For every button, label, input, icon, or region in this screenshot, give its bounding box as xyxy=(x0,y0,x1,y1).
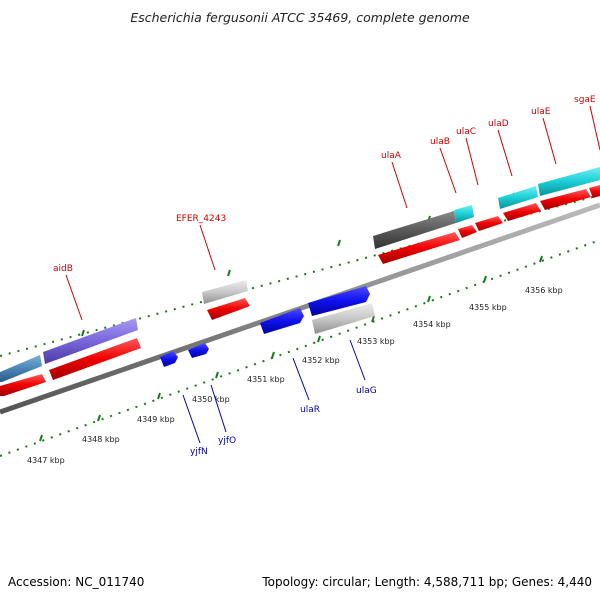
scale-label: 4355 kbp xyxy=(469,303,507,312)
gene-arrow[interactable] xyxy=(207,298,250,320)
reverse-genes xyxy=(160,286,375,367)
gene-arrow[interactable] xyxy=(188,343,209,358)
reverse-gene-labels: yjfN yjfO ulaR ulaG xyxy=(190,386,377,457)
gene-label-ulaC: ulaC xyxy=(456,127,476,137)
gene-label-ulaB: ulaB xyxy=(430,137,450,147)
forward-gene-labels: aidB EFER_4243 ulaA ulaB ulaC ulaD ulaE … xyxy=(53,95,596,274)
scale-label: 4354 kbp xyxy=(413,320,451,329)
gene-label-ulaR: ulaR xyxy=(300,405,320,415)
scale-label: 4353 kbp xyxy=(357,337,395,346)
gene-label-yjfN: yjfN xyxy=(190,447,208,457)
gene-arrow[interactable] xyxy=(503,203,541,221)
gene-block[interactable] xyxy=(43,318,138,364)
gene-block[interactable] xyxy=(312,303,375,334)
forward-red-genes xyxy=(0,185,600,396)
gene-block[interactable] xyxy=(0,355,42,382)
forward-leader-lines xyxy=(65,105,600,321)
gene-label-aidB: aidB xyxy=(53,264,73,274)
gene-arrow[interactable] xyxy=(458,225,477,238)
reverse-leader-lines xyxy=(182,339,366,444)
gene-arrow[interactable] xyxy=(308,286,370,316)
gene-label-ulaE: ulaE xyxy=(531,107,551,117)
gene-label-ulaD: ulaD xyxy=(488,119,509,129)
gene-arrow[interactable] xyxy=(540,189,591,210)
gene-arrow[interactable] xyxy=(49,338,141,380)
gene-block[interactable] xyxy=(454,205,474,223)
scale-label: 4348 kbp xyxy=(82,435,120,444)
gene-block[interactable] xyxy=(538,167,600,196)
gene-arrow[interactable] xyxy=(260,308,304,334)
gene-block[interactable] xyxy=(202,280,248,304)
scale-label: 4349 kbp xyxy=(137,415,175,424)
gene-label-ulaA: ulaA xyxy=(381,151,402,161)
gene-label-EFER_4243: EFER_4243 xyxy=(176,214,226,224)
scale-tick-track xyxy=(0,239,600,457)
accession-text: Accession: NC_011740 xyxy=(8,575,145,589)
gene-arrow[interactable] xyxy=(475,216,503,231)
scale-labels: 4347 kbp 4348 kbp 4349 kbp 4350 kbp 4351… xyxy=(27,286,563,465)
forward-upper-genes xyxy=(0,167,600,382)
gene-label-sgaE: sgaE xyxy=(574,95,596,105)
gene-block[interactable] xyxy=(498,186,538,209)
gene-arrow[interactable] xyxy=(589,185,600,198)
genome-summary-text: Topology: circular; Length: 4,588,711 bp… xyxy=(262,575,592,589)
gene-arrow[interactable] xyxy=(378,232,460,264)
gene-label-ulaG: ulaG xyxy=(356,386,377,396)
gene-arrow[interactable] xyxy=(0,374,46,396)
gene-arrow[interactable] xyxy=(160,351,178,367)
scale-label: 4352 kbp xyxy=(302,356,340,365)
scale-label: 4356 kbp xyxy=(525,286,563,295)
gene-block[interactable] xyxy=(373,211,456,249)
gene-label-yjfO: yjfO xyxy=(218,436,236,446)
scale-label: 4347 kbp xyxy=(27,456,65,465)
scale-label: 4350 kbp xyxy=(192,395,230,404)
scale-label: 4351 kbp xyxy=(247,375,285,384)
page-title: Escherichia fergusonii ATCC 35469, compl… xyxy=(130,10,470,25)
